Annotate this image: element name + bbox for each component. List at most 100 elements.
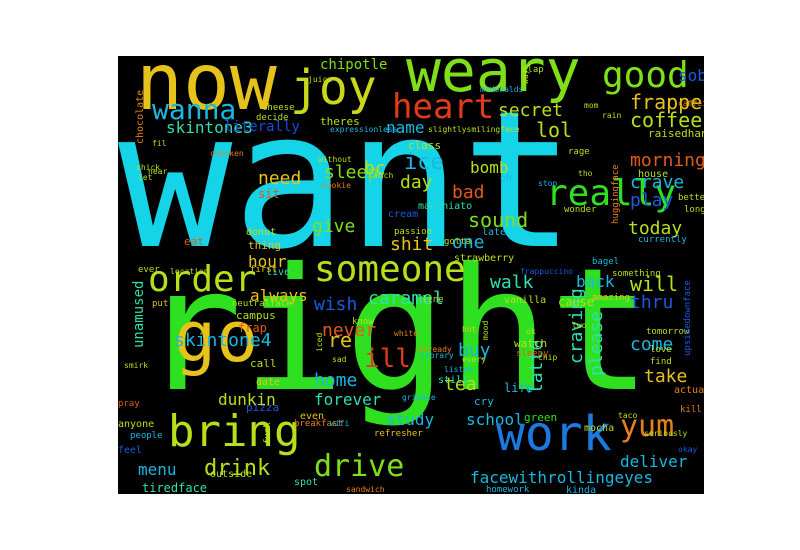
word: decide (256, 113, 289, 123)
word: listen (444, 365, 473, 374)
word: never (322, 320, 377, 341)
word: wifi (330, 419, 350, 428)
word: today (628, 218, 683, 239)
word: call (250, 357, 277, 370)
word: macchiato (418, 201, 473, 212)
word: come (630, 334, 674, 355)
word: re (328, 328, 353, 352)
word: amazing (592, 293, 630, 303)
word: ill (364, 344, 411, 374)
word: tomorrow (646, 327, 690, 337)
word: hot (462, 325, 477, 334)
word: frappuccino (520, 267, 573, 276)
word: literally (224, 119, 300, 135)
word: tea (444, 374, 477, 395)
word: sandwich (346, 485, 385, 494)
word: take (644, 366, 688, 387)
word: will (630, 272, 679, 296)
word: kinda (566, 485, 597, 495)
word: eat (184, 235, 204, 248)
word: refresher (374, 429, 423, 439)
word: cheese (262, 103, 295, 113)
word: way (521, 69, 530, 84)
word: fuck (263, 422, 273, 444)
word: morning (630, 150, 704, 171)
word: okay (678, 445, 698, 454)
word: drive (314, 449, 405, 484)
word: facewithrollingeyes (470, 468, 654, 487)
word: yum (620, 409, 675, 444)
word: rain (602, 111, 622, 120)
word: strawberry (454, 253, 515, 264)
word: ever (138, 265, 160, 275)
word: live (266, 267, 291, 278)
word: near (148, 167, 168, 176)
word: upsidedownface (683, 280, 693, 356)
word: weary (406, 56, 581, 105)
word: outside (210, 469, 253, 480)
word: actually (674, 385, 704, 396)
word: chick (136, 163, 161, 172)
word: grimace (402, 393, 436, 402)
word: stop (538, 179, 558, 188)
word: thru (630, 292, 674, 313)
word: neutralface (232, 299, 292, 309)
word: huggingface (611, 164, 621, 224)
word: cookie (322, 181, 351, 190)
word: pray (118, 399, 140, 409)
word: donut (246, 227, 277, 238)
word: tho (578, 169, 593, 178)
word: unamused (131, 280, 147, 348)
word: shit (390, 234, 434, 255)
word: forever (314, 390, 382, 409)
word: gotta (444, 237, 472, 247)
word: home (314, 370, 358, 391)
word: without (318, 155, 352, 164)
word: deliver (620, 452, 688, 471)
word: long (684, 205, 704, 215)
word: bad (452, 182, 485, 203)
word: sob (678, 66, 704, 85)
word: location (170, 267, 209, 276)
word: one (452, 232, 485, 253)
word: really (546, 173, 677, 214)
word: homework (486, 485, 530, 495)
word: clap (522, 65, 544, 75)
word: even (300, 411, 325, 422)
word: wanna (152, 93, 237, 126)
word: give (312, 216, 356, 237)
word: mocha (584, 423, 615, 434)
word: taco (618, 411, 638, 420)
word: sleep (324, 162, 379, 183)
word: bring (168, 406, 301, 457)
word: mood (481, 320, 490, 340)
word: ice (404, 150, 444, 175)
word: drink (204, 456, 271, 481)
word: white (394, 329, 419, 338)
word: thing (248, 239, 282, 252)
word: frap (238, 321, 267, 335)
word: put (152, 299, 169, 309)
word: work (496, 406, 612, 462)
word: skintone4 (174, 330, 272, 351)
word: frappe (630, 90, 703, 114)
word: rage (568, 147, 590, 157)
word: fil (152, 139, 167, 148)
word: chipotle (320, 57, 388, 73)
word: already (418, 345, 452, 354)
word: sleepy (516, 349, 549, 359)
word: lol (536, 118, 573, 142)
word: cream (388, 209, 419, 220)
word: love (650, 345, 672, 355)
word: currently (638, 235, 687, 245)
word: theres (320, 115, 360, 128)
word: name (386, 118, 425, 137)
word: late (482, 227, 507, 238)
word: someone (314, 249, 466, 290)
word: people (130, 431, 163, 441)
word: pizza (246, 401, 280, 414)
word: coffee (630, 108, 703, 132)
word: every (462, 355, 487, 364)
word: kill (680, 405, 702, 415)
word: green (524, 411, 558, 424)
